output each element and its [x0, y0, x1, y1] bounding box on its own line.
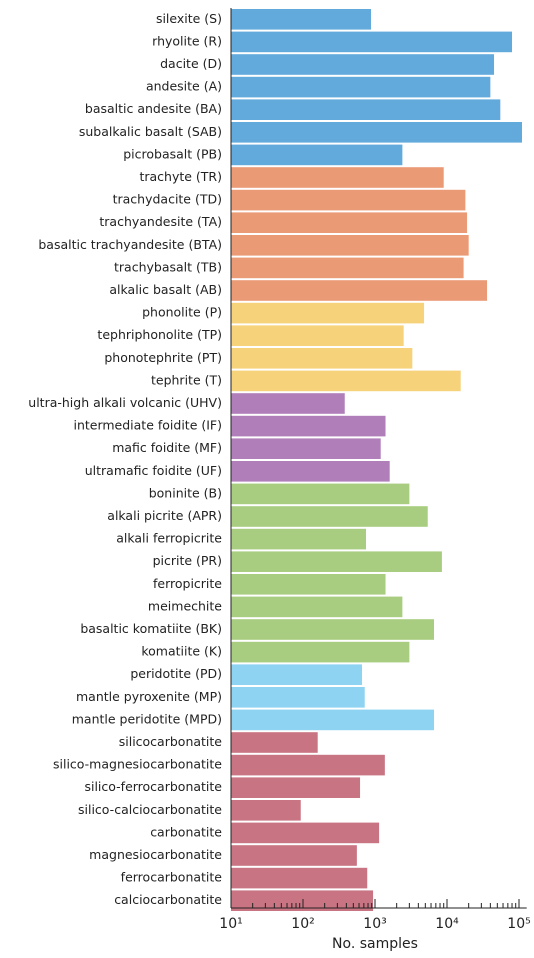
bar: [231, 528, 367, 550]
y-tick-label: ultramafic foidite (UF): [85, 463, 222, 478]
bar: [231, 348, 413, 369]
y-tick-label: meimechite: [148, 598, 222, 613]
bar: [231, 800, 301, 821]
bar: [231, 167, 444, 188]
bar: [231, 212, 468, 233]
y-tick-label: silexite (S): [156, 11, 222, 26]
bar: [231, 867, 368, 889]
y-tick-label: rhyolite (R): [152, 33, 222, 48]
y-tick-label: alkali ferropicrite: [116, 531, 222, 546]
y-tick-label: magnesiocarbonatite: [89, 847, 222, 862]
y-tick-label: trachyte (TR): [139, 169, 222, 184]
bar: [231, 9, 372, 30]
bar: [231, 483, 410, 505]
y-tick-label: tephrite (T): [151, 372, 222, 387]
bar: [231, 415, 386, 437]
y-tick-label: komatiite (K): [141, 644, 222, 659]
y-tick-label: mantle pyroxenite (MP): [76, 689, 222, 704]
y-tick-label: subalkalic basalt (SAB): [79, 124, 222, 139]
y-tick-label: intermediate foidite (IF): [73, 418, 222, 433]
bar: [231, 257, 464, 279]
bar: [231, 664, 363, 685]
bar: [231, 574, 386, 595]
bar: [231, 144, 403, 166]
x-tick-label: 10²: [291, 916, 314, 932]
x-axis-label: No. samples: [332, 936, 418, 952]
bar: [231, 31, 513, 53]
y-tick-label: ferrocarbonatite: [121, 870, 223, 885]
bar: [231, 754, 385, 776]
y-tick-label: boninite (B): [149, 485, 222, 500]
bar: [231, 845, 357, 866]
bar: [231, 619, 435, 640]
x-tick-label: 10¹: [219, 916, 242, 932]
y-tick-label: ultra-high alkali volcanic (UHV): [28, 395, 222, 410]
y-tick-label: alkalic basalt (AB): [109, 282, 222, 297]
bar: [231, 641, 410, 663]
y-tick-label: phonotephrite (PT): [104, 350, 222, 365]
x-tick-label: 10³: [363, 916, 386, 932]
y-tick-label: andesite (A): [146, 79, 222, 94]
y-tick-label: silico-calciocarbonatite: [78, 802, 222, 817]
y-tick-label: peridotite (PD): [130, 666, 222, 681]
x-tick-label: 10⁴: [435, 916, 459, 932]
y-tick-label: phonolite (P): [142, 305, 222, 320]
bar: [231, 235, 469, 256]
bar: [231, 122, 522, 143]
bar: [231, 732, 318, 753]
y-tick-label: dacite (D): [160, 56, 222, 71]
bar: [231, 76, 491, 98]
y-tick-label: mafic foidite (MF): [112, 440, 222, 455]
y-tick-label: trachyandesite (TA): [99, 214, 222, 229]
bar: [231, 687, 365, 708]
y-tick-label: basaltic komatiite (BK): [80, 621, 222, 636]
x-tick-label: 10⁵: [507, 916, 530, 932]
bar: [231, 99, 501, 120]
y-tick-label: ferropicrite: [153, 576, 222, 591]
y-tick-label: trachybasalt (TB): [114, 259, 222, 274]
bar: [231, 551, 442, 572]
bar: [231, 506, 428, 527]
bar: [231, 822, 380, 844]
bar: [231, 325, 404, 346]
bar: [231, 461, 390, 482]
bar: [231, 709, 435, 731]
y-tick-label: picrobasalt (PB): [123, 146, 222, 161]
y-tick-label: trachydacite (TD): [113, 192, 222, 207]
bar: [231, 189, 466, 211]
y-tick-label: silicocarbonatite: [119, 734, 223, 749]
y-tick-label: picrite (PR): [153, 553, 222, 568]
y-tick-label: alkali picrite (APR): [107, 508, 222, 523]
y-tick-label: basaltic andesite (BA): [85, 101, 222, 116]
y-tick-label: tephriphonolite (TP): [97, 327, 222, 342]
y-tick-label: carbonatite: [150, 824, 222, 839]
y-tick-label: mantle peridotite (MPD): [72, 711, 222, 726]
bar: [231, 596, 403, 618]
bar: [231, 393, 345, 414]
y-tick-label: silico-magnesiocarbonatite: [53, 757, 222, 772]
bar: [231, 280, 488, 301]
bar: [231, 54, 495, 75]
bar: [231, 302, 425, 324]
y-tick-label: calciocarbonatite: [114, 892, 222, 907]
y-tick-label: silico-ferrocarbonatite: [84, 779, 222, 794]
bar: [231, 777, 361, 798]
bar: [231, 370, 461, 392]
y-tick-label: basaltic trachyandesite (BTA): [38, 237, 222, 252]
bar: [231, 438, 381, 459]
